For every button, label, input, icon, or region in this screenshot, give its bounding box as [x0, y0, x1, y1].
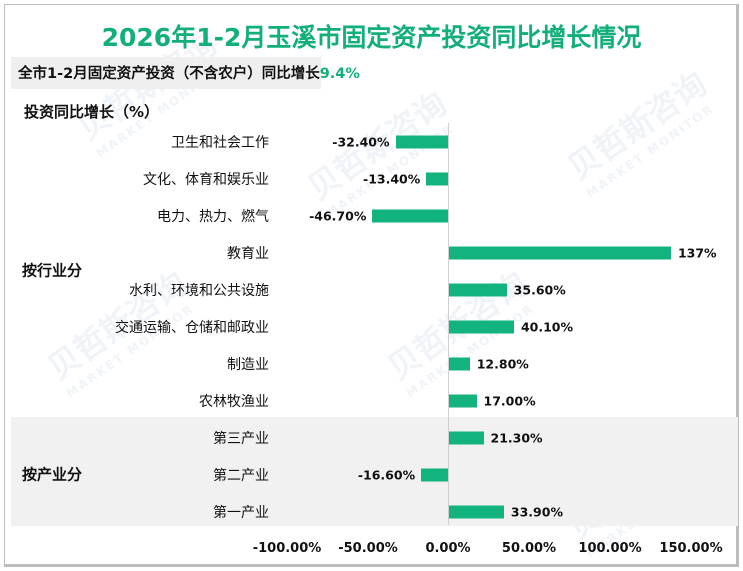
bar — [449, 505, 504, 519]
data-label: 21.30% — [490, 430, 543, 446]
bar — [449, 283, 507, 297]
chart-title: 2026年1-2月玉溪市固定资产投资同比增长情况 — [101, 23, 642, 52]
bar — [372, 209, 448, 223]
x-tick: 150.00% — [659, 541, 723, 556]
category-label: 第二产业 — [213, 468, 269, 484]
data-label: 35.60% — [513, 282, 566, 298]
x-tick: -50.00% — [338, 541, 398, 556]
bar — [395, 135, 448, 149]
x-tick: 0.00% — [425, 541, 471, 556]
bar — [449, 394, 477, 408]
zero-axis-line — [448, 123, 449, 525]
subtitle-highlight-value: 9.4% — [319, 66, 360, 82]
subtitle-text: 全市1-2月固定资产投资（不含农户）同比增长 — [18, 66, 320, 82]
data-label: 137% — [677, 245, 717, 261]
category-label: 农林牧渔业 — [199, 394, 269, 410]
data-label: 33.90% — [510, 504, 563, 520]
chart-subtitle: 全市1-2月固定资产投资（不含农户）同比增长9.4% — [18, 62, 360, 83]
data-label: -16.60% — [357, 467, 416, 483]
group-label-by-industry: 按产业分 — [22, 465, 83, 484]
x-tick: 100.00% — [578, 541, 642, 556]
data-label: 12.80% — [476, 356, 529, 372]
bar — [421, 468, 448, 482]
data-label: 17.00% — [483, 393, 536, 409]
category-label: 第三产业 — [213, 431, 269, 447]
category-label: 文化、体育和娱乐业 — [143, 172, 269, 188]
category-label: 交通运输、仓储和邮政业 — [115, 320, 269, 336]
category-label: 卫生和社会工作 — [171, 135, 269, 151]
category-label: 制造业 — [227, 357, 269, 373]
data-label: -46.70% — [309, 208, 367, 224]
x-tick: 50.00% — [501, 541, 557, 556]
group-label-by-sector: 按行业分 — [22, 261, 83, 280]
subtitle-box — [11, 57, 321, 89]
y-axis-title: 投资同比增长（%） — [24, 103, 160, 121]
data-label: -13.40% — [363, 171, 421, 187]
category-label: 水利、环境和公共设施 — [129, 283, 269, 299]
data-label: 40.10% — [520, 319, 574, 335]
data-label: -32.40% — [332, 134, 390, 150]
category-label: 电力、热力、燃气 — [157, 209, 269, 225]
bar — [426, 172, 448, 186]
bar — [449, 320, 514, 334]
category-label: 第一产业 — [213, 505, 269, 521]
x-tick: -100.00% — [252, 541, 322, 556]
bar — [449, 246, 671, 260]
bar — [449, 357, 470, 371]
industry-group-band — [11, 417, 738, 526]
category-label: 教育业 — [227, 246, 269, 262]
bar — [449, 431, 484, 445]
